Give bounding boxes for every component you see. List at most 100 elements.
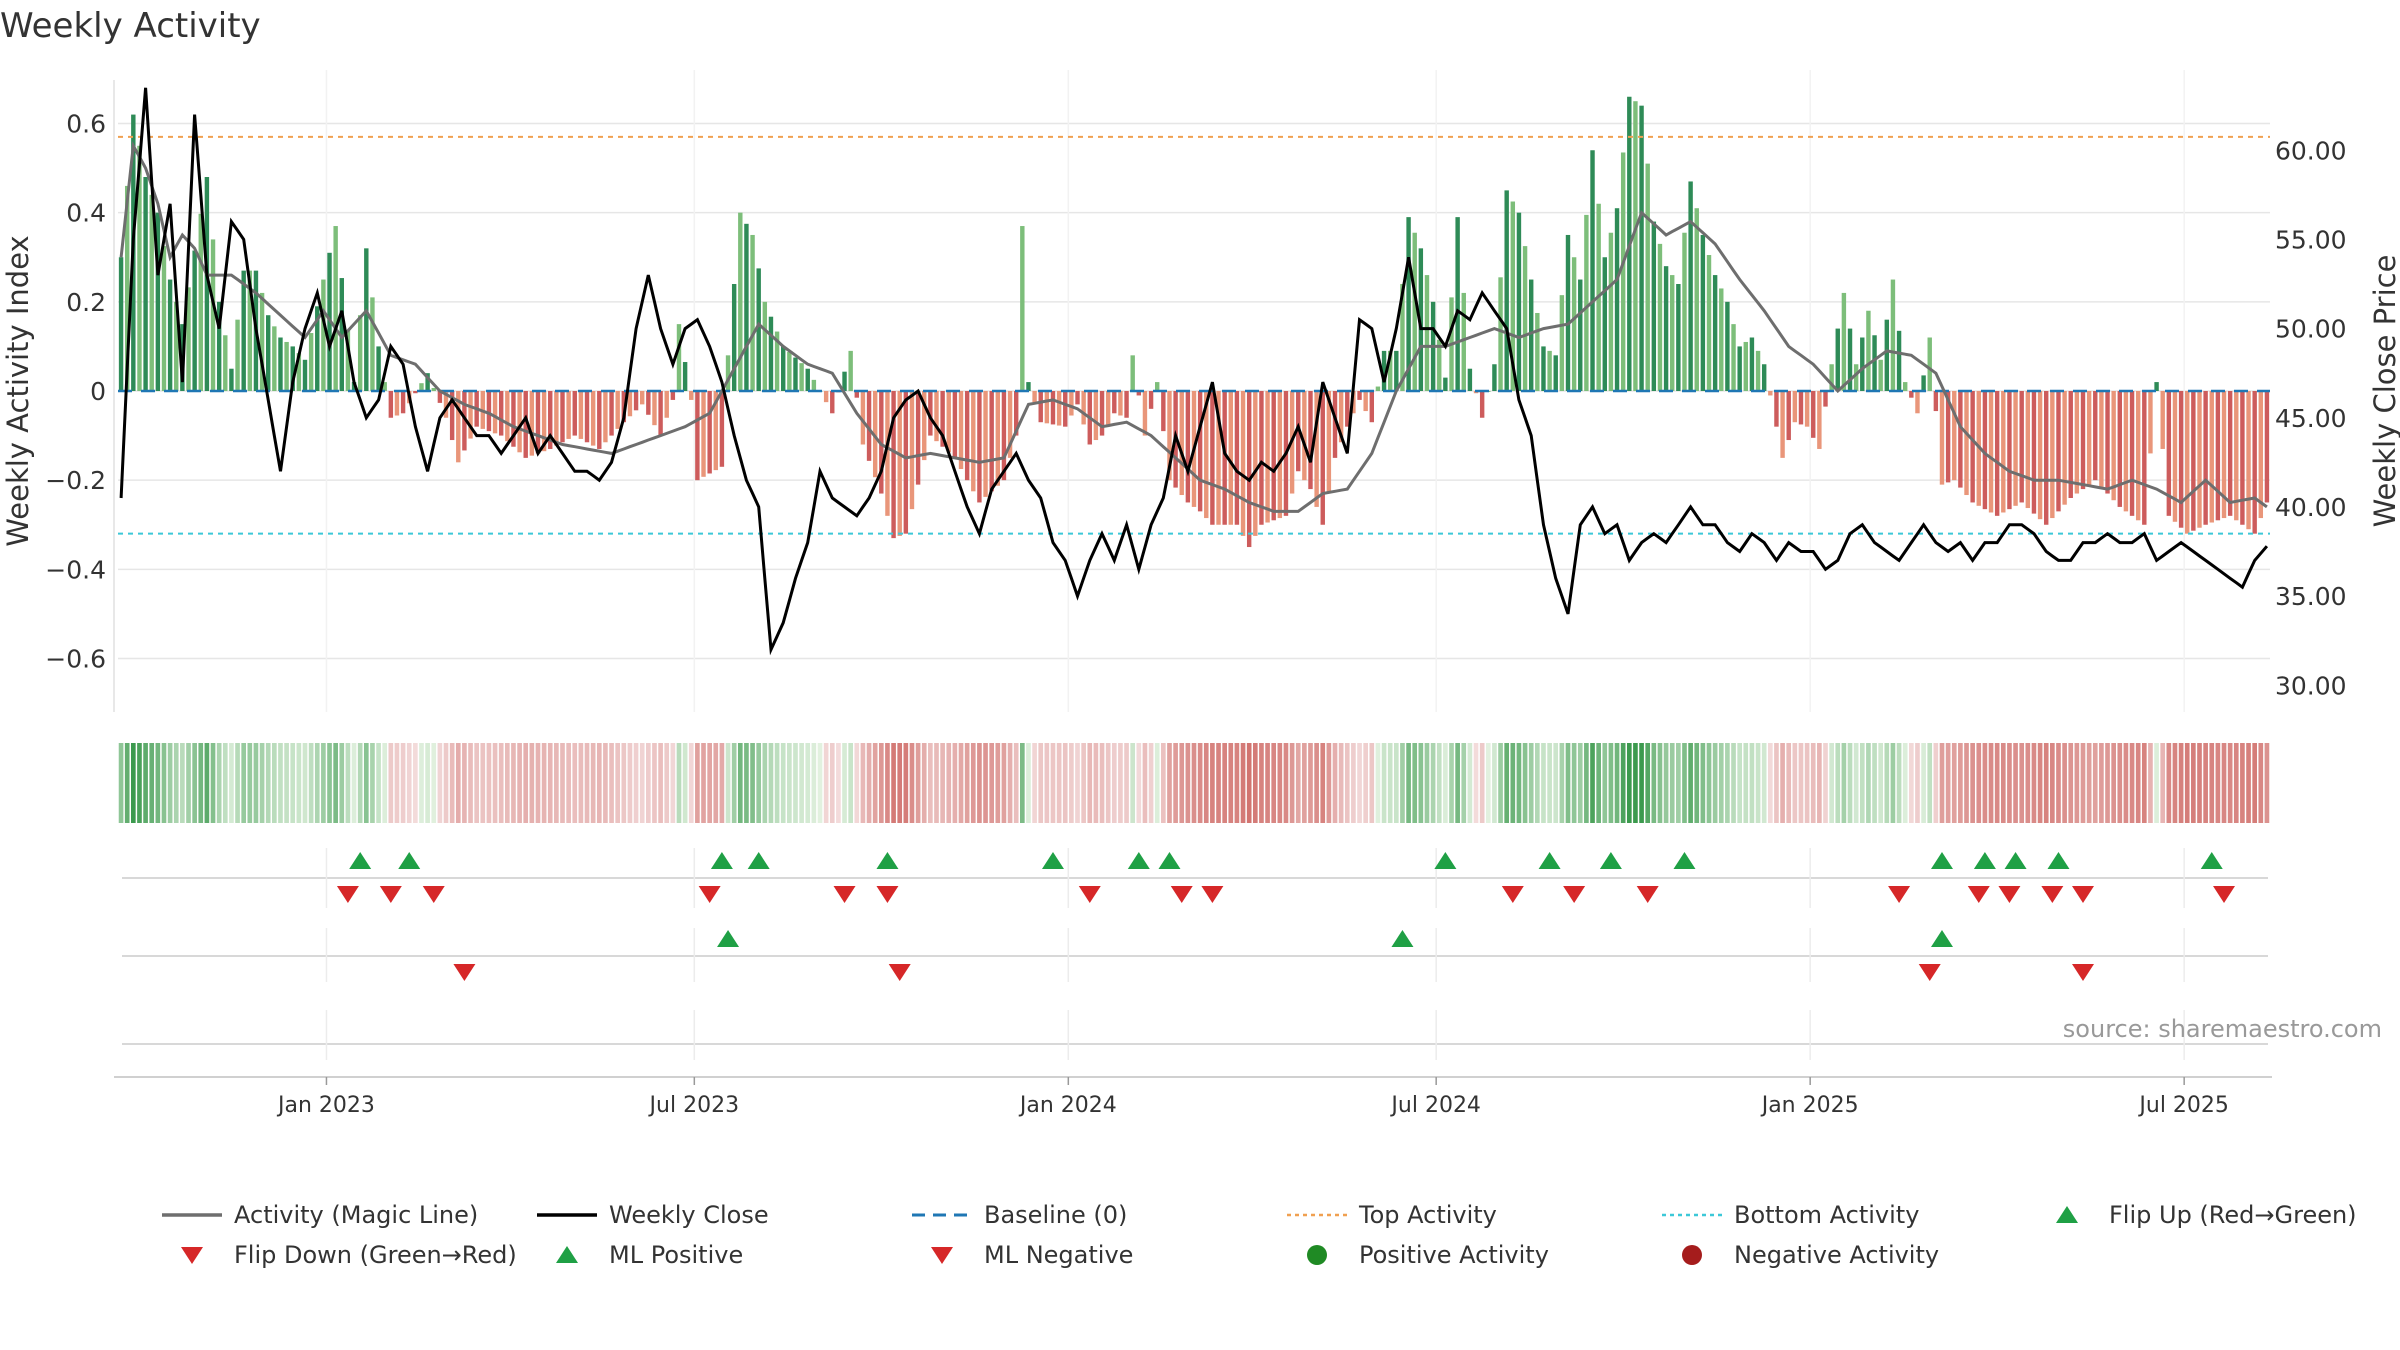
y-right-axis-label: Weekly Close Price <box>2368 255 2400 528</box>
activity-bar <box>321 279 326 391</box>
heat-cell <box>878 743 884 823</box>
heat-cell <box>400 743 406 823</box>
heat-cell <box>492 743 498 823</box>
heat-cell <box>547 743 553 823</box>
heat-cell <box>768 743 774 823</box>
activity-bar <box>2001 391 2006 513</box>
flip-down-marker <box>1998 886 2021 903</box>
legend-label: Activity (Magic Line) <box>234 1201 479 1229</box>
heat-cell <box>1749 743 1755 823</box>
heat-cell <box>774 743 780 823</box>
line-legend-icon <box>537 1213 597 1217</box>
heat-cell <box>1111 743 1117 823</box>
heat-cell <box>633 743 639 823</box>
activity-bar <box>848 350 853 391</box>
heat-cell <box>1148 743 1154 823</box>
heat-cell <box>2203 743 2208 823</box>
activity-bar <box>1228 391 1233 525</box>
heat-cell <box>1847 743 1853 823</box>
heat-cell <box>1393 743 1399 823</box>
tri-up-legend-icon <box>556 1246 578 1263</box>
heat-cell <box>1228 743 1234 823</box>
activity-bar <box>2227 391 2233 516</box>
activity-bar <box>1001 391 1007 481</box>
activity-bar <box>161 246 167 391</box>
heat-cell <box>2197 743 2202 823</box>
activity-bar <box>1492 364 1497 391</box>
heat-cell <box>2056 743 2061 823</box>
heat-cell <box>2184 743 2190 823</box>
heat-cell <box>1443 743 1448 823</box>
activity-bar <box>1050 391 1056 425</box>
activity-bar <box>1320 391 1325 525</box>
activity-bar <box>2191 391 2196 531</box>
heat-cell <box>2135 743 2141 823</box>
activity-bar <box>1902 382 1908 391</box>
heat-cell <box>780 743 786 823</box>
heat-cell <box>1424 743 1430 823</box>
activity-bar <box>186 287 191 391</box>
heat-cell <box>370 743 375 823</box>
heat-cell <box>2019 743 2025 823</box>
activity-bar <box>866 391 872 461</box>
heat-cell <box>983 743 988 823</box>
heat-cell <box>1853 743 1859 823</box>
y-right-tick-label: 30.00 <box>2275 671 2347 700</box>
heat-cell <box>1761 743 1767 823</box>
activity-bar <box>2080 391 2086 490</box>
activity-bar <box>118 257 124 391</box>
activity-bar <box>719 391 725 467</box>
flip-up-marker <box>2004 852 2027 869</box>
flip-down-marker <box>1888 886 1911 903</box>
heat-cell <box>2221 743 2227 823</box>
heat-cell <box>1387 743 1393 823</box>
circle-legend-icon <box>1682 1245 1702 1265</box>
heat-cell <box>1964 743 1969 823</box>
heat-cell <box>1357 743 1362 823</box>
heat-cell <box>1676 743 1681 823</box>
activity-bar <box>1804 391 1810 427</box>
heat-cell <box>247 743 253 823</box>
activity-bar <box>1952 391 1957 481</box>
activity-bar <box>1798 391 1804 425</box>
y-left-tick-label: −0.4 <box>45 555 106 584</box>
activity-bar <box>1400 284 1405 391</box>
heat-cell <box>1602 743 1608 823</box>
activity-bar <box>1909 391 1914 398</box>
heat-cell <box>1252 743 1258 823</box>
heat-cell <box>290 743 296 823</box>
heat-cell <box>486 743 492 823</box>
heat-cell <box>449 743 455 823</box>
activity-bar <box>750 234 755 391</box>
activity-bar <box>1841 292 1847 391</box>
heat-cell <box>2141 743 2147 823</box>
heat-cell <box>1694 743 1700 823</box>
activity-bar <box>922 391 927 461</box>
activity-bar <box>1817 391 1822 449</box>
activity-bar <box>523 391 528 458</box>
activity-bar <box>885 391 890 516</box>
legend-item: ML Positive <box>535 1240 910 1270</box>
activity-bar <box>1234 391 1240 525</box>
activity-bar <box>1768 391 1773 396</box>
heat-cell <box>1565 743 1571 823</box>
activity-bar <box>940 391 945 447</box>
heat-cell <box>2252 743 2258 823</box>
heat-cell <box>1810 743 1816 823</box>
heat-cell <box>1271 743 1277 823</box>
activity-bar <box>799 363 804 391</box>
y-left-tick-label: 0.6 <box>66 110 106 139</box>
activity-bar <box>578 391 584 439</box>
activity-bar <box>548 391 553 449</box>
y-left-tick-label: 0 <box>90 377 106 406</box>
flip-up-marker <box>1434 852 1457 869</box>
activity-bar <box>2160 391 2165 449</box>
heat-cell <box>529 743 535 823</box>
heat-cell <box>793 743 798 823</box>
y-left-tick-label: 0.4 <box>66 199 106 228</box>
heat-cell <box>480 743 486 823</box>
heat-cell <box>535 743 541 823</box>
activity-bar <box>1553 355 1558 391</box>
legend-item: Positive Activity <box>1285 1240 1660 1270</box>
heat-cell <box>2215 743 2221 823</box>
